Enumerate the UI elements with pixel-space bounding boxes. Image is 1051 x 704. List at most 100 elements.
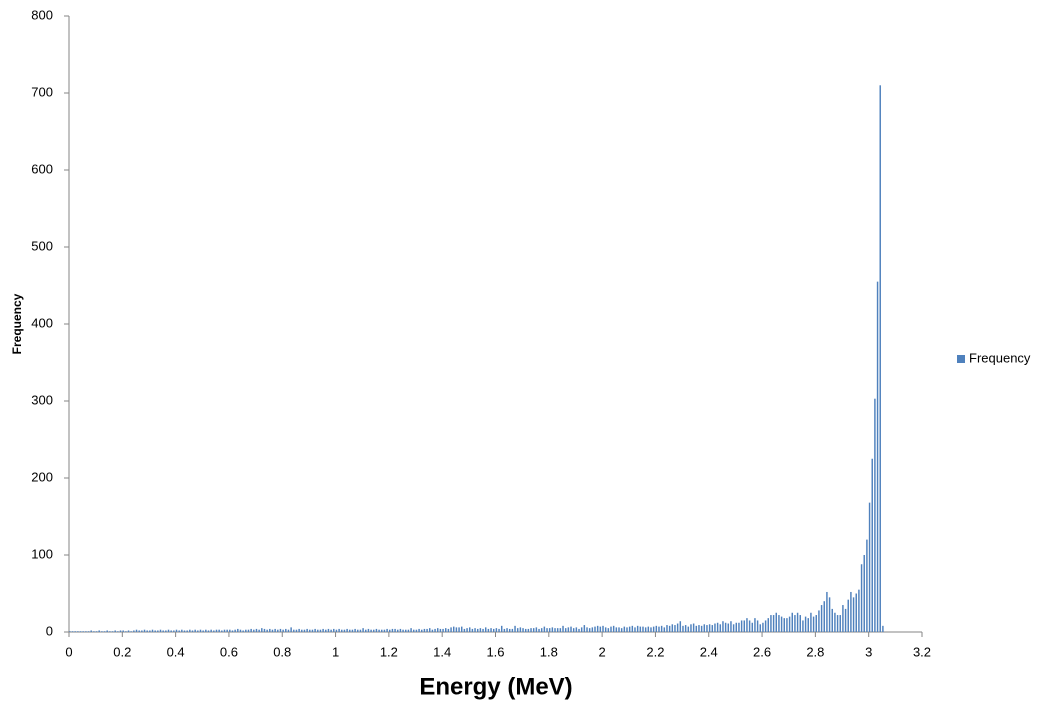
bar <box>231 630 234 632</box>
bar <box>690 624 692 632</box>
bar <box>133 630 135 632</box>
x-tick-label: 2.6 <box>753 644 771 659</box>
bar <box>162 630 164 632</box>
bar <box>333 628 335 632</box>
bar <box>207 630 210 632</box>
bar <box>674 625 676 632</box>
bar <box>253 629 255 632</box>
bar <box>194 629 196 632</box>
bar <box>783 618 786 632</box>
bar <box>85 631 87 632</box>
bar <box>186 630 188 632</box>
bar <box>551 627 554 632</box>
bar <box>730 621 732 632</box>
bar <box>357 629 359 632</box>
bar <box>229 629 231 632</box>
bar <box>610 626 612 632</box>
bar <box>367 628 370 632</box>
bar <box>700 625 703 632</box>
bar <box>500 625 503 632</box>
bar <box>586 627 588 632</box>
x-tick-label: 2.4 <box>700 644 718 659</box>
bar <box>197 630 199 632</box>
bar <box>802 620 804 632</box>
x-tick-label: 2.8 <box>806 644 824 659</box>
bar <box>415 629 418 632</box>
bar <box>205 629 207 632</box>
bar <box>799 615 801 632</box>
bar <box>237 628 239 632</box>
bar <box>423 628 426 632</box>
bar <box>746 618 748 632</box>
bar <box>647 626 650 632</box>
bar <box>130 631 132 632</box>
x-tick-label: 1.2 <box>380 644 398 659</box>
bar <box>538 628 540 632</box>
bar <box>636 625 639 632</box>
bar <box>79 631 82 632</box>
bar <box>620 628 623 632</box>
bar <box>855 593 857 632</box>
bar <box>466 628 468 632</box>
bar <box>335 629 338 632</box>
bar <box>458 627 460 632</box>
bar <box>247 629 250 632</box>
bar <box>487 628 490 632</box>
bar <box>588 628 591 632</box>
bar <box>298 628 300 632</box>
bar <box>167 629 170 632</box>
bar <box>146 630 148 632</box>
bar <box>269 628 271 632</box>
bar <box>607 628 610 632</box>
bar <box>277 629 279 632</box>
bar <box>604 627 607 632</box>
bar <box>706 625 708 632</box>
bar <box>562 625 564 632</box>
bar <box>74 631 76 632</box>
bar <box>138 630 140 632</box>
bar <box>591 627 594 632</box>
bar <box>421 629 423 632</box>
bar <box>343 629 346 632</box>
bar <box>874 398 876 632</box>
y-axis-title: Frequency <box>10 293 24 354</box>
y-tick-label: 600 <box>31 161 53 176</box>
bar <box>748 620 751 632</box>
bar <box>159 629 162 632</box>
bar <box>95 631 98 632</box>
bar <box>170 630 172 632</box>
bar <box>482 628 484 632</box>
legend-label: Frequency <box>969 350 1031 365</box>
bar <box>359 629 362 632</box>
bar <box>756 620 759 632</box>
bar <box>250 628 252 632</box>
bar <box>754 618 756 632</box>
bar <box>530 628 532 632</box>
bar <box>279 628 282 632</box>
y-tick-label: 500 <box>31 238 53 253</box>
bar <box>724 622 727 632</box>
bar <box>119 630 122 632</box>
bar <box>460 626 463 632</box>
bar <box>375 628 378 632</box>
bar <box>778 615 780 632</box>
bar <box>554 628 556 632</box>
x-tick-label: 0.4 <box>167 644 185 659</box>
bar <box>612 625 615 632</box>
bar <box>671 624 674 632</box>
bar <box>791 612 793 632</box>
bar <box>354 628 356 632</box>
bar <box>346 628 348 632</box>
bar <box>287 629 290 632</box>
bar <box>847 599 849 632</box>
bar <box>210 629 212 632</box>
bar <box>631 625 634 632</box>
bar <box>93 631 95 632</box>
bar <box>151 629 154 632</box>
bar <box>410 628 412 632</box>
bar <box>642 626 644 632</box>
bar <box>330 629 332 632</box>
bar <box>556 628 559 632</box>
bar <box>807 618 809 632</box>
bar <box>492 628 495 632</box>
